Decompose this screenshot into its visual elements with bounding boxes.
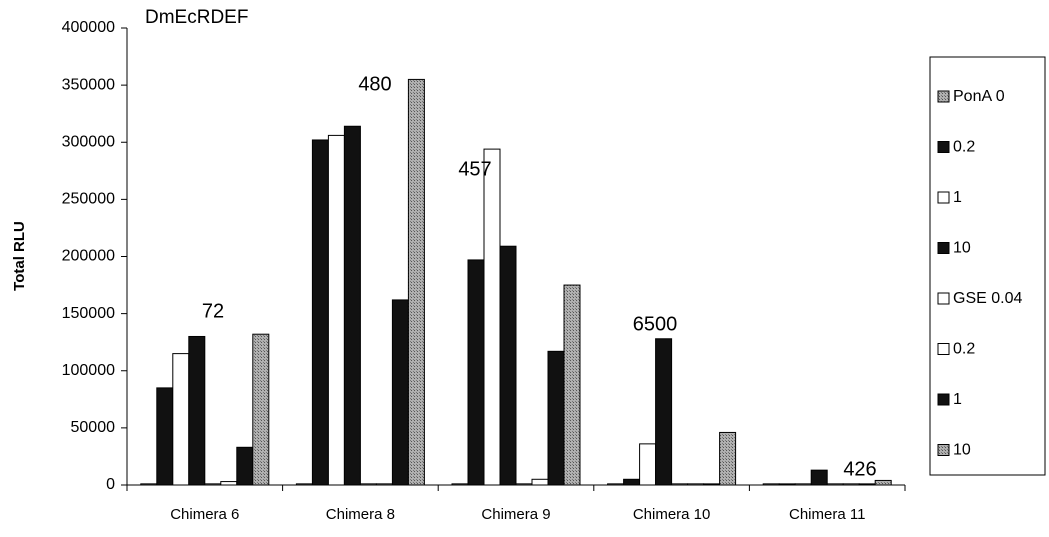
bar [810,469,828,486]
x-tick-label: Chimera 9 [481,506,550,523]
legend-swatch [937,141,950,153]
bar [623,478,641,486]
y-tick-label: 100000 [62,362,115,379]
y-tick-label: 150000 [62,305,115,322]
legend-swatch [937,90,950,103]
bar [391,299,409,486]
bar [515,483,533,486]
bar [826,483,844,486]
y-tick-label: 400000 [62,19,115,36]
legend-label: 10 [953,240,971,257]
bar [343,125,361,486]
bar [858,483,876,486]
bar [762,483,780,486]
annotation: 72 [202,300,224,322]
bar [295,483,313,486]
bar [375,483,393,486]
annotation: 457 [458,158,491,180]
bar [563,284,581,486]
legend-label: 10 [953,442,971,459]
legend-label: PonA 0 [953,88,1005,105]
bar [874,479,892,486]
legend-label: 0.2 [953,139,975,156]
legend-label: GSE 0.04 [953,290,1022,307]
bar [671,483,689,486]
bar [451,483,469,486]
legend-label: 1 [953,189,962,206]
bar [639,443,657,486]
bar [467,259,485,486]
legend-swatch [937,292,950,305]
y-tick-label: 250000 [62,191,115,208]
x-tick-label: Chimera 6 [170,506,239,523]
bar [172,353,190,486]
legend-label: 1 [953,391,962,408]
legend-box [929,56,1046,476]
bar [156,387,174,486]
bar [407,78,425,486]
bar [719,431,737,486]
x-tick-label: Chimera 11 [789,506,865,523]
bar [359,483,377,486]
bar [778,483,796,486]
legend-swatch [937,191,950,204]
bar [188,335,206,486]
bar [655,338,673,486]
legend-swatch [937,393,950,406]
legend-swatch [937,343,950,355]
annotation: 6500 [633,313,678,335]
y-tick-label: 0 [106,476,115,493]
y-tick-label: 200000 [62,248,115,265]
bar [687,483,705,486]
legend-swatch [937,242,950,254]
bar [236,446,254,486]
x-tick-label: Chimera 10 [633,506,711,523]
bar [220,481,238,486]
bar [252,333,270,486]
bar [327,134,345,486]
bar [547,350,565,486]
bar [140,483,158,486]
legend-label: 0.2 [953,341,975,358]
bar [794,483,812,486]
bar [842,483,860,486]
y-tick-label: 350000 [62,76,115,93]
y-tick-label: 50000 [71,419,116,436]
annotation: 480 [358,73,391,95]
bar [311,139,329,486]
annotation: 426 [843,458,876,480]
x-tick-label: Chimera 8 [326,506,395,523]
bar [703,483,721,486]
bar [483,148,501,486]
y-tick-label: 300000 [62,133,115,150]
bar [531,478,549,486]
chart-title: DmEcRDEF [145,7,248,28]
legend-swatch [937,444,950,456]
y-axis-label: Total RLU [11,221,28,291]
bar [499,245,517,486]
bar [607,483,625,486]
bar [204,483,222,486]
